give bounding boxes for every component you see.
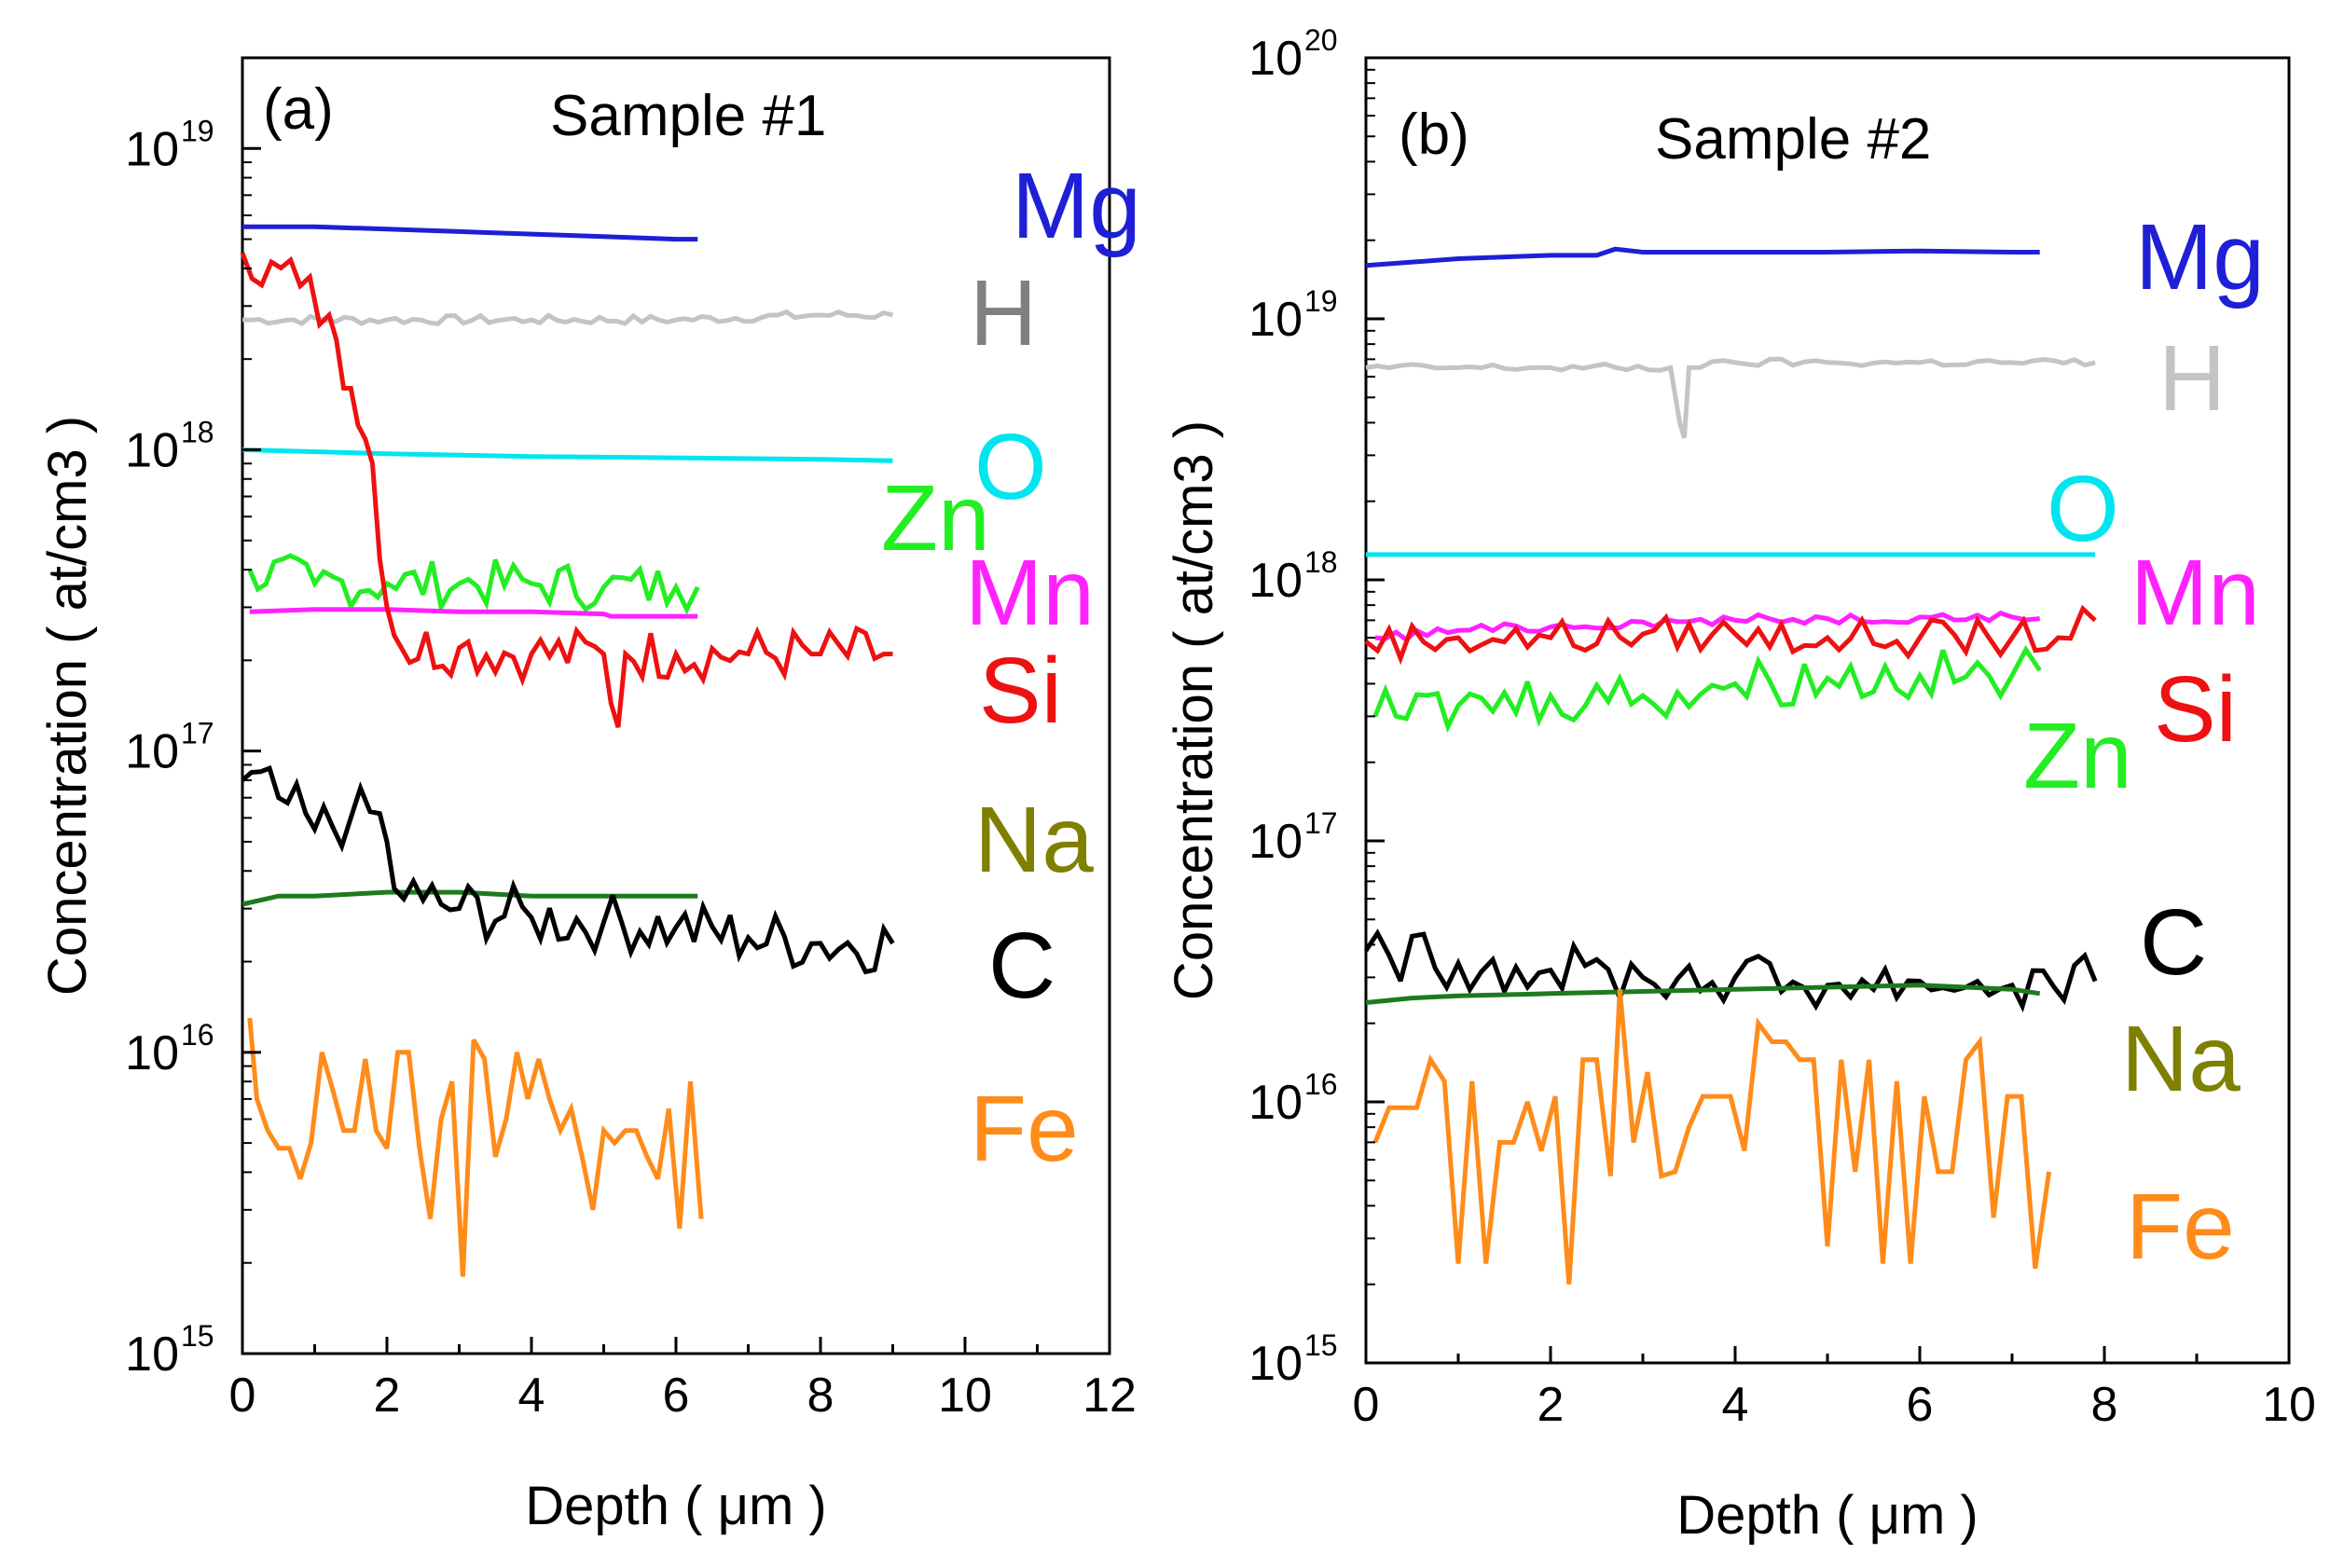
panel-a-ytick-exponent: 15 xyxy=(181,1319,214,1353)
panel-b-series-fe xyxy=(1372,988,2052,1285)
panel-b-label-zn: Zn xyxy=(2023,704,2132,808)
panel-a-label: (a) xyxy=(263,77,334,142)
panel-b-series-si xyxy=(1364,604,2097,666)
panel-a-label-mg: Mg xyxy=(1012,154,1141,258)
panel-a-series-si xyxy=(240,252,893,728)
panel-b-xlabel: Depth ( μm ) xyxy=(1676,1485,1978,1546)
panel-b-ylabel: Concentration ( at/cm3 ) xyxy=(1164,420,1224,1000)
panel-b-ytick-exponent: 17 xyxy=(1304,806,1338,840)
panel-b-label-mn: Mn xyxy=(2130,541,2260,645)
panel-b-ytick-exponent: 15 xyxy=(1304,1328,1338,1362)
panel-a-label-na: Na xyxy=(974,788,1094,892)
panel-a-label-h: H xyxy=(970,261,1037,365)
panel-b-xtick-label: 4 xyxy=(1722,1378,1749,1432)
panel-a-xtick-label: 6 xyxy=(663,1369,690,1423)
panel-b-ytick-label: 10 xyxy=(1248,293,1303,347)
panel-b-label: (b) xyxy=(1399,103,1469,167)
panel-b-xtick-label: 8 xyxy=(2091,1378,2118,1432)
panel-a-title: Sample #1 xyxy=(550,84,826,148)
panel-b-label-o: O xyxy=(2047,457,2119,561)
panel-b-title: Sample #2 xyxy=(1655,107,1931,172)
panel-a-ylabel: Concentration ( at/cm3 ) xyxy=(37,416,98,996)
panel-a-series-na xyxy=(241,889,698,907)
panel-b-label-fe: Fe xyxy=(2126,1175,2235,1279)
panel-b-ytick-exponent: 16 xyxy=(1304,1067,1338,1101)
panel-a-xtick-label: 8 xyxy=(807,1369,834,1423)
panel-a-label-mn: Mn xyxy=(965,541,1095,645)
panel-b-ytick-label: 10 xyxy=(1248,815,1303,869)
panel-a-ytick-label: 10 xyxy=(125,423,179,477)
panel-a-xtick-label: 12 xyxy=(1082,1369,1137,1423)
panel-b-ytick-label: 10 xyxy=(1248,32,1303,86)
panel-a-label-si: Si xyxy=(979,639,1062,743)
panel-a-series-mg xyxy=(242,224,698,242)
panel-b-series-h xyxy=(1365,356,2096,439)
panel-a-series-h xyxy=(241,309,894,327)
panel-a-xtick-label: 0 xyxy=(229,1369,256,1423)
panel-a-ytick-exponent: 18 xyxy=(181,415,214,448)
panel-b-ytick-label: 10 xyxy=(1248,1337,1303,1391)
panel-b-ytick-exponent: 18 xyxy=(1304,545,1338,579)
panel-b-label-na: Na xyxy=(2121,1007,2241,1111)
panel-b-series-zn xyxy=(1372,645,2042,734)
panel-a-ytick-label: 10 xyxy=(125,1327,179,1382)
panel-a-ytick-exponent: 19 xyxy=(181,114,214,147)
panel-b-series-mn xyxy=(1374,610,2040,643)
panel-a-xtick-label: 4 xyxy=(518,1369,545,1423)
panel-a-series-mn xyxy=(249,607,698,619)
panel-a-series-fe xyxy=(247,1017,704,1277)
panel-a-ytick-label: 10 xyxy=(125,122,179,176)
panel-a-xtick-label: 2 xyxy=(374,1369,401,1423)
panel-a-series-zn xyxy=(247,553,700,615)
panel-b-xtick-label: 6 xyxy=(1907,1378,1934,1432)
panel-b-series-na xyxy=(1365,983,2041,1005)
panel-b-series xyxy=(1363,246,2098,1285)
panel-a-ytick-label: 10 xyxy=(125,1026,179,1080)
panel-b-ytick-label: 10 xyxy=(1248,554,1303,608)
panel-a-xtick-label: 10 xyxy=(938,1369,992,1423)
panel-b-series-mg xyxy=(1365,246,2040,268)
panel-a-series xyxy=(240,224,895,1277)
panel-b-label-si: Si xyxy=(2154,657,2237,762)
panel-b-label-mg: Mg xyxy=(2135,205,2265,309)
panel-a-xlabel: Depth ( μm ) xyxy=(525,1476,826,1536)
panel-a-ytick-label: 10 xyxy=(125,725,179,779)
panel-a-series-c xyxy=(241,764,895,975)
panel-a-label-fe: Fe xyxy=(970,1077,1079,1181)
panel-b-ytick-exponent: 19 xyxy=(1304,284,1338,318)
panel-b-xtick-label: 0 xyxy=(1353,1378,1380,1432)
panel-b-label-c: C xyxy=(2140,890,2207,995)
panel-a-label-zn: Zn xyxy=(881,466,990,571)
panel-b-ytick-label: 10 xyxy=(1248,1076,1303,1130)
panel-a-label-o: O xyxy=(974,415,1047,519)
panel-a-ytick-exponent: 17 xyxy=(181,717,214,750)
panel-b-label-h: H xyxy=(2158,326,2226,431)
panel-b-ytick-exponent: 20 xyxy=(1304,23,1338,57)
panel-a-series-o xyxy=(241,447,893,463)
panel-a-label-c: C xyxy=(988,914,1055,1018)
panel-b-xtick-label: 2 xyxy=(1537,1378,1565,1432)
panel-a-ytick-exponent: 16 xyxy=(181,1018,214,1052)
panel-b-xtick-label: 10 xyxy=(2262,1378,2316,1432)
